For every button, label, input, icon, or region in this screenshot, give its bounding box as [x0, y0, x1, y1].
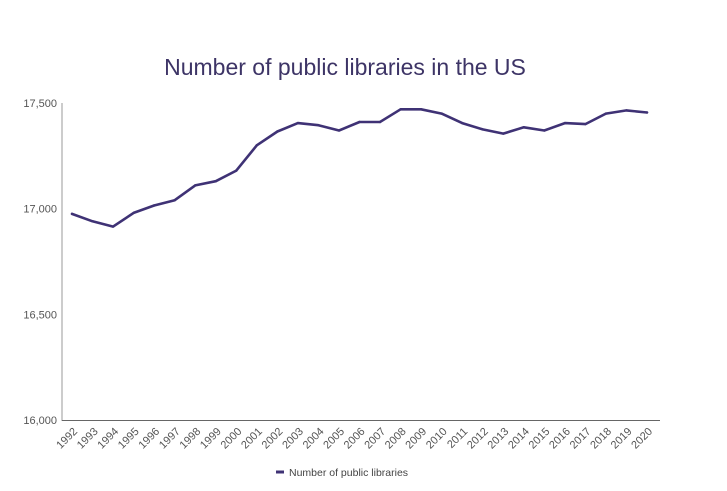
data-point — [584, 122, 587, 126]
data-point — [317, 124, 320, 127]
y-tick-label: 16,500 — [23, 309, 57, 321]
x-tick-label: 1997 — [157, 426, 183, 452]
data-point — [276, 130, 279, 133]
x-tick-label: 2012 — [465, 426, 491, 452]
x-tick-label: 2014 — [506, 426, 532, 452]
series-group — [70, 108, 649, 228]
data-point — [625, 109, 628, 112]
x-tick-label: 2001 — [239, 426, 265, 452]
legend-label: Number of public libraries — [289, 467, 408, 479]
x-tick-label: 1992 — [54, 426, 80, 452]
data-point — [70, 212, 74, 216]
data-point — [214, 180, 217, 183]
x-tick-label: 2011 — [445, 426, 470, 451]
data-point — [461, 121, 464, 125]
chart-title: Number of public libraries in the US — [164, 54, 526, 80]
data-point — [132, 211, 135, 215]
x-tick-label: 2008 — [383, 426, 409, 452]
x-tick-label: 2003 — [280, 426, 306, 452]
data-point — [337, 129, 341, 132]
data-point — [502, 132, 505, 135]
data-point — [235, 169, 238, 172]
x-tick-label: 2017 — [568, 426, 594, 452]
x-tick-label: 2019 — [609, 426, 635, 452]
x-tick-label: 2007 — [362, 426, 388, 452]
y-tick-label: 17,500 — [23, 98, 57, 110]
data-point — [194, 184, 197, 187]
x-tick-label: 2009 — [403, 426, 429, 452]
x-tick-label: 2006 — [342, 426, 368, 452]
x-tick-label: 2013 — [486, 426, 512, 452]
legend: Number of public libraries — [276, 467, 408, 479]
data-point — [255, 144, 258, 147]
data-point — [419, 108, 423, 111]
data-point — [378, 120, 382, 124]
x-tick-label: 1994 — [95, 426, 121, 452]
x-tick-label: 2020 — [629, 426, 655, 452]
data-point — [522, 126, 525, 129]
data-point — [91, 220, 94, 223]
data-point — [604, 112, 608, 115]
y-tick-label: 17,000 — [23, 204, 57, 216]
data-point — [440, 112, 443, 115]
x-tick-label: 2015 — [527, 426, 553, 452]
x-tick-label: 2010 — [424, 426, 450, 452]
x-tick-label: 1999 — [198, 426, 224, 452]
data-point — [399, 108, 402, 111]
x-tick-label: 2000 — [219, 426, 245, 452]
series-line — [70, 108, 649, 228]
x-tick-label: 2018 — [588, 426, 614, 452]
x-tick-label: 2016 — [547, 426, 573, 452]
y-axis-ticks: 16,000 16,500 17,000 17,500 — [23, 98, 57, 427]
data-point — [152, 204, 156, 207]
data-point — [111, 225, 115, 228]
data-point — [543, 129, 546, 132]
x-tick-label: 2005 — [321, 426, 347, 452]
data-point — [173, 199, 176, 202]
data-point — [563, 121, 567, 125]
data-point — [645, 111, 649, 114]
x-tick-label: 2004 — [301, 426, 327, 452]
x-tick-label: 1993 — [75, 426, 101, 452]
x-axis-ticks: 1992199319941995199619971998199920002001… — [54, 426, 655, 452]
x-tick-label: 1995 — [116, 426, 142, 452]
data-point — [481, 128, 484, 131]
x-tick-label: 1998 — [178, 426, 204, 452]
x-tick-label: 1996 — [136, 426, 162, 452]
y-tick-label: 16,000 — [23, 415, 57, 427]
data-point — [296, 121, 300, 125]
x-tick-label: 2002 — [260, 426, 286, 452]
data-point — [358, 120, 361, 124]
